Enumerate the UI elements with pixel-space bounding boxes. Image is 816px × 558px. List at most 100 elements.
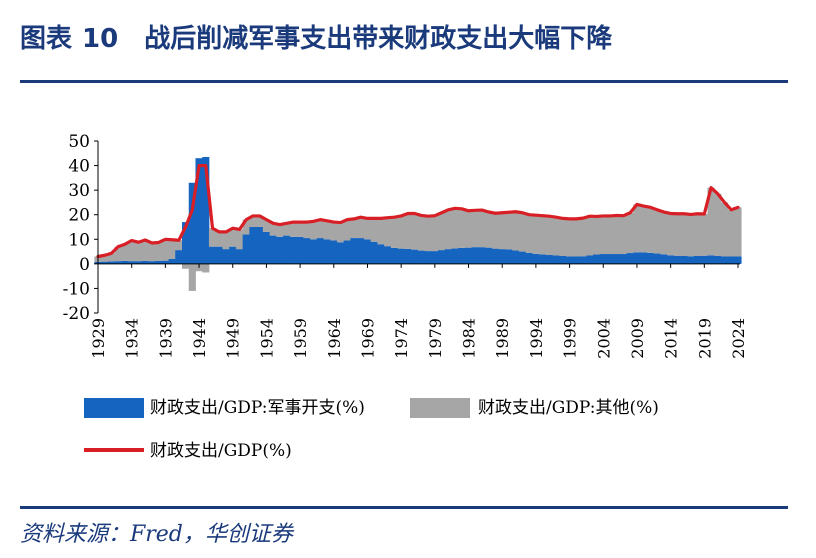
other-bar-1941 [175,240,183,251]
military-bar-1989 [498,249,506,264]
other-bar-2006 [613,215,621,255]
other-bar-2008 [626,212,634,254]
military-bar-1980 [438,250,446,264]
x-tick-label: 1934 [123,318,142,359]
military-bar-1957 [283,235,291,264]
other-bar-2020 [707,187,715,256]
x-tick-label: 1939 [156,318,175,359]
other-bar-1988 [491,213,500,249]
other-bar-1964 [330,222,338,241]
military-bar-2007 [619,254,628,264]
military-bar-1955 [269,235,277,264]
other-bar-2004 [599,215,607,255]
military-bar-1950 [235,249,244,264]
military-bar-1996 [545,255,553,264]
military-bar-1959 [296,236,304,264]
military-bar-1935 [134,261,142,264]
military-bar-1946 [208,246,217,264]
military-bar-1974 [397,248,405,264]
military-bar-2011 [646,252,654,264]
other-bar-1935 [134,242,142,262]
other-bar-1950 [235,229,244,250]
military-bar-1947 [215,246,223,264]
other-bar-1947 [215,231,223,247]
other-bar-1967 [350,218,358,239]
military-bar-1973 [390,247,398,264]
military-bar-2020 [707,255,715,264]
military-bar-1936 [141,260,149,264]
military-bar-1977 [417,250,425,264]
military-bar-1990 [505,249,513,264]
military-bar-2019 [700,255,708,264]
military-bar-1994 [532,253,540,264]
military-bar-1956 [276,236,284,264]
military-bar-1940 [168,258,176,264]
other-bar-1946 [208,228,217,247]
other-bar-1930 [101,255,109,262]
military-bar-2023 [727,256,735,264]
military-bar-1941 [175,250,183,264]
other-bar-1970 [370,218,378,242]
other-bar-1960 [303,222,311,239]
military-bar-1995 [539,254,547,264]
military-bar-1978 [424,251,432,264]
military-bar-1981 [444,249,452,264]
military-bar-1969 [363,239,372,264]
y-tick-label: 30 [68,181,90,201]
military-bar-2022 [720,256,729,264]
military-bar-1958 [289,236,297,264]
other-bar-1979 [431,215,439,252]
military-bar-1998 [559,255,567,264]
military-bar-2005 [606,254,614,264]
other-bar-1972 [384,217,392,247]
military-bar-1997 [552,255,560,264]
y-tick-label: 50 [68,132,90,152]
figure-number: 10 [82,24,119,54]
other-bar-1949 [229,228,237,247]
military-bar-1960 [303,238,311,264]
military-bar-2012 [653,253,661,264]
legend-label-other: 财政支出/GDP:其他(%) [478,398,659,418]
other-bar-1969 [363,218,372,240]
other-bar-1994 [532,215,540,254]
military-bar-1934 [128,261,136,264]
other-bar-1987 [485,212,493,248]
military-bar-2013 [660,254,668,264]
total-spending-line [96,163,740,259]
x-tick-label: 1954 [257,318,276,359]
other-bar-1990 [505,212,513,250]
x-tick-label: 2014 [662,318,681,359]
military-bar-1993 [525,252,533,264]
other-bar-2002 [586,216,594,256]
other-bar-1973 [390,217,398,248]
figure-label: 图表 [20,24,73,54]
other-bar-1953 [256,215,264,227]
other-bar-1968 [357,217,365,239]
x-tick-label: 1964 [325,318,344,359]
other-bar-1986 [478,210,486,248]
other-bar-2018 [694,213,702,256]
military-bar-1963 [323,239,331,264]
other-bar-2022 [720,202,729,257]
military-bar-1970 [370,241,378,264]
x-tick-label: 1944 [190,318,209,359]
military-bar-2015 [673,255,681,264]
military-bar-1964 [330,240,338,264]
other-bar-2012 [653,209,661,254]
military-bar-1962 [316,238,324,264]
figure-title: 图表 10 战后削减军事支出带来财政支出大幅下降 [20,18,612,55]
x-tick-label: 1989 [493,318,512,359]
military-bar-1972 [384,246,392,264]
military-bar-1983 [458,247,466,264]
military-bar-1986 [478,247,486,264]
other-bar-1951 [242,219,250,235]
x-tick-label: 1999 [561,318,580,359]
source-divider [20,506,788,509]
other-bar-1958 [289,222,297,237]
other-bar-1989 [498,212,506,250]
x-tick-label: 1929 [89,318,108,359]
other-bar-1952 [249,215,257,227]
other-bar-2011 [646,207,654,253]
military-bar-1975 [404,248,412,264]
